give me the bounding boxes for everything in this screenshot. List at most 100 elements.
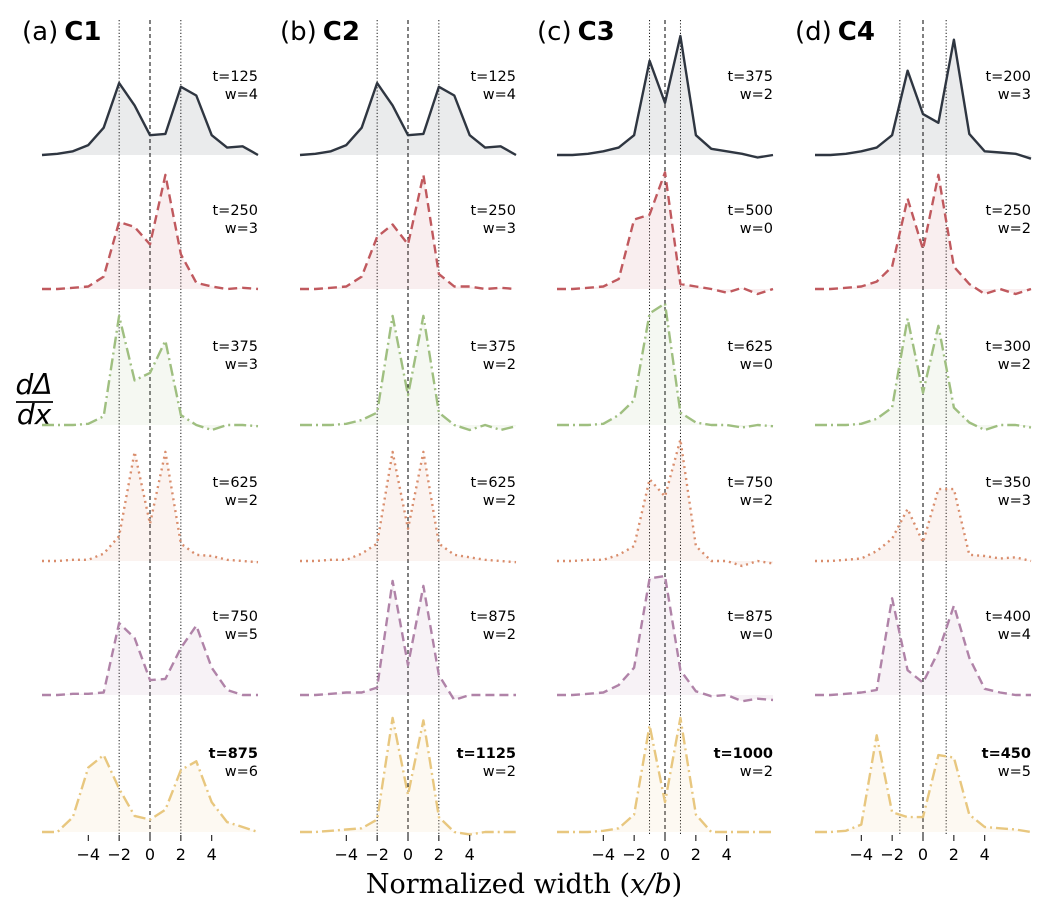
annotation-time: t=250	[212, 203, 258, 219]
annotation-time: t=450	[982, 746, 1031, 762]
annotation-width: w=2	[483, 627, 516, 643]
annotation-width: w=2	[483, 764, 516, 780]
annotation-time: t=1125	[457, 746, 516, 762]
annotation-width: w=5	[998, 764, 1031, 780]
annotation-time: t=375	[727, 69, 773, 85]
annotation-width: w=0	[740, 627, 773, 643]
series-fill-t-375	[557, 36, 773, 158]
series-line-t-750	[557, 438, 774, 568]
annotation-time: t=875	[727, 609, 773, 625]
annotation-time: t=750	[212, 609, 258, 625]
x-tick-label: −2	[622, 845, 646, 864]
x-tick-label: 0	[660, 845, 670, 864]
panel-c1: (a) C1 t=125 w=4 t=250 w=3 t=375 w=3 t=625 w=2 t=7…	[22, 17, 259, 864]
x-tick-label: −4	[849, 845, 873, 864]
panel-name: C4	[838, 17, 875, 47]
series-line-t-625	[42, 450, 259, 564]
series-line-t-250	[815, 173, 1032, 296]
series-line-t-625	[300, 450, 517, 564]
series-fill-t-250	[300, 174, 516, 289]
annotation-time: t=625	[727, 339, 773, 355]
panel-label: (b)	[280, 17, 317, 47]
annotation-width: w=3	[998, 87, 1031, 103]
series-line-t-350	[815, 487, 1032, 563]
annotation-width: w=0	[740, 221, 773, 237]
annotation-time: t=400	[985, 609, 1031, 625]
series-line-t-375	[300, 314, 517, 432]
annotation-time: t=750	[727, 475, 773, 491]
x-tick-label: 0	[918, 845, 928, 864]
annotation-width: w=3	[483, 221, 516, 237]
series-fill-t-500	[557, 172, 773, 294]
series-line-t-500	[557, 171, 774, 296]
x-axis-label-pre: Normalized width (	[366, 869, 630, 900]
x-tick-label: 4	[207, 845, 217, 864]
series-fill-t-750	[557, 439, 773, 566]
annotation-width: w=3	[225, 357, 258, 373]
panels-group: (a) C1 t=125 w=4 t=250 w=3 t=375 w=3 t=625 w=2 t=7…	[22, 17, 1032, 864]
series-line-t-750	[42, 621, 258, 697]
annotation-width: w=2	[740, 493, 773, 509]
panel-label: (a)	[22, 17, 58, 47]
series-fill-t-350	[815, 489, 1031, 561]
panel-name: C3	[578, 17, 615, 47]
annotation-time: t=1000	[714, 746, 773, 762]
x-tick-label: 2	[949, 845, 959, 864]
panel-title-c4: (d) C4	[795, 17, 875, 47]
annotation-time: t=625	[470, 475, 516, 491]
annotation-width: w=0	[740, 357, 773, 373]
panel-c3: (c) C3 t=375 w=2 t=500 w=0 t=625 w=0 t=750 w=2 t=8…	[537, 17, 774, 864]
x-tick-label: 4	[722, 845, 732, 864]
annotation-time: t=625	[212, 475, 258, 491]
series-fill-t-250	[815, 174, 1031, 294]
annotation-width: w=2	[740, 87, 773, 103]
annotation-time: t=125	[470, 69, 516, 85]
annotation-time: t=300	[985, 339, 1031, 355]
series-line-t-450	[815, 734, 1032, 834]
series-line-t-200	[815, 38, 1032, 160]
panel-name: C1	[64, 17, 101, 47]
series-fill-t-875	[42, 755, 258, 832]
annotation-time: t=200	[985, 69, 1031, 85]
annotation-width: w=2	[225, 493, 258, 509]
series-line-t-250	[42, 173, 259, 291]
series-fill-t-300	[815, 318, 1031, 430]
series-line-t-625	[557, 302, 774, 429]
x-tick-label: 4	[465, 845, 475, 864]
annotation-time: t=375	[470, 339, 516, 355]
panel-title-c3: (c) C3	[537, 17, 615, 47]
series-line-t-875	[300, 579, 516, 702]
x-axis-label: Normalized width (x/b)	[366, 869, 682, 900]
series-fill-t-625	[300, 451, 516, 563]
series-line-t-375	[557, 34, 774, 159]
annotation-width: w=2	[483, 357, 516, 373]
x-tick-label: 2	[434, 845, 444, 864]
panel-label: (c)	[537, 17, 572, 47]
x-tick-label: 4	[980, 845, 990, 864]
annotation-width: w=4	[225, 87, 258, 103]
annotation-width: w=5	[225, 627, 258, 643]
x-tick-label: 0	[403, 845, 413, 864]
x-axis-label-var: x/b	[630, 869, 672, 900]
x-tick-label: −2	[880, 845, 904, 864]
annotation-width: w=2	[483, 493, 516, 509]
series-fill-t-200	[815, 39, 1031, 159]
annotation-time: t=375	[212, 339, 258, 355]
panel-title-c1: (a) C1	[22, 17, 101, 47]
series-line-t-875	[42, 753, 259, 834]
annotation-time: t=250	[470, 203, 516, 219]
annotation-width: w=4	[998, 627, 1031, 643]
annotation-width: w=3	[998, 493, 1031, 509]
panel-title-c2: (b) C2	[280, 17, 360, 47]
panel-name: C2	[323, 17, 360, 47]
series-fill-t-450	[815, 735, 1031, 832]
series-fill-t-1000	[557, 717, 773, 832]
annotation-width: w=6	[225, 764, 258, 780]
series-fill-t-625	[42, 451, 258, 563]
series-line-t-1000	[557, 716, 773, 834]
annotation-width: w=2	[998, 357, 1031, 373]
x-tick-label: 2	[176, 845, 186, 864]
series-fill-t-750	[42, 623, 258, 695]
x-tick-label: −2	[107, 845, 131, 864]
